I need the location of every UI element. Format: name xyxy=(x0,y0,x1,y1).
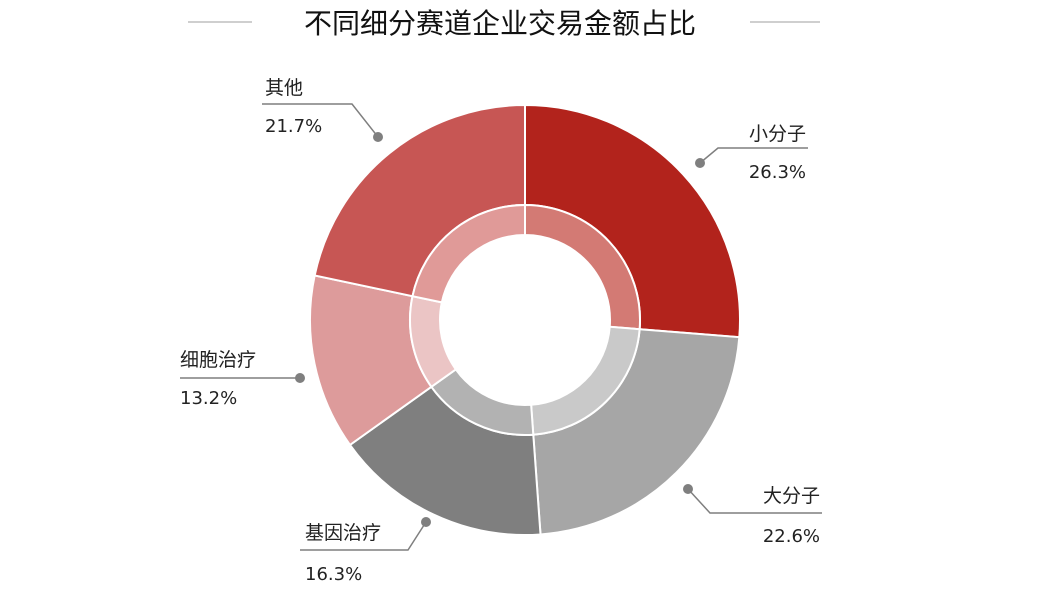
slice-label-5: 其他 xyxy=(265,77,303,99)
leader-dot-5 xyxy=(373,132,383,142)
slice-value-5: 21.7% xyxy=(265,116,322,137)
slice-value-3: 16.3% xyxy=(305,564,362,585)
leader-dot-1 xyxy=(695,158,705,168)
chart-title: 不同细分赛道企业交易金额占比 xyxy=(304,7,696,40)
leader-line-3 xyxy=(300,521,427,551)
leader-line-1 xyxy=(699,147,808,164)
slices-group xyxy=(309,103,741,536)
slice-value-1: 26.3% xyxy=(749,162,806,183)
leader-line-5 xyxy=(262,103,379,138)
labels-group: 小分子 26.3% 大分子 22.6% 基因治疗 16.3% 细胞治疗 13.2% 其他 21.7… xyxy=(180,77,822,585)
leader-dot-2 xyxy=(683,484,693,494)
slice-5-inner-arc xyxy=(411,203,526,304)
leader-dot-4 xyxy=(295,373,305,383)
slice-2-outer-arc xyxy=(532,328,741,536)
slice-label-1: 小分子 xyxy=(749,123,806,145)
slice-label-4: 细胞治疗 xyxy=(180,349,256,371)
leader-dot-3 xyxy=(421,517,431,527)
slice-value-2: 22.6% xyxy=(763,526,820,547)
slice-5-outer-arc xyxy=(313,103,526,298)
slice-label-2: 大分子 xyxy=(763,485,820,507)
leader-line-2 xyxy=(687,488,822,514)
slice-value-4: 13.2% xyxy=(180,388,237,409)
slice-label-3: 基因治疗 xyxy=(305,522,381,544)
